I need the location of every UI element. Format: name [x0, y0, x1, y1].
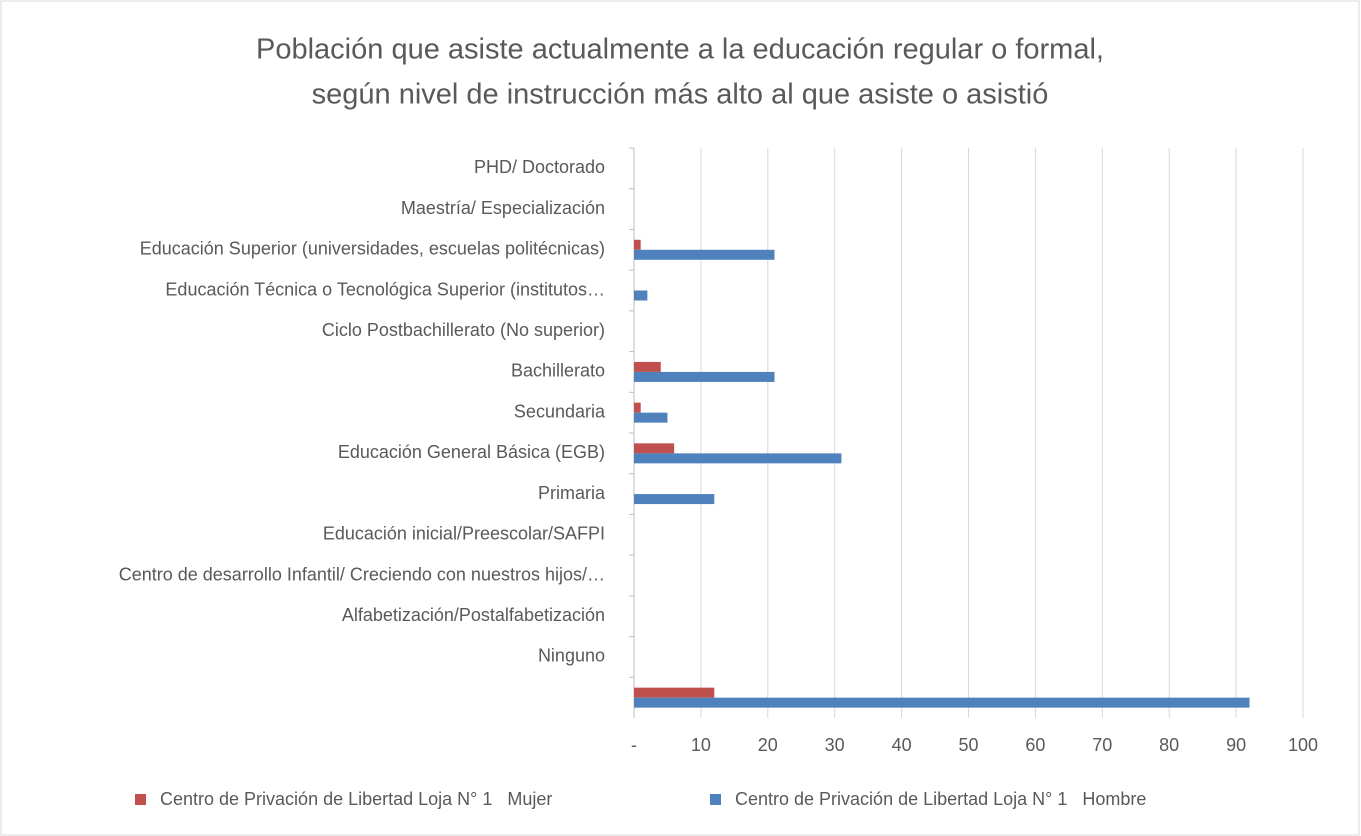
x-tick-label: 90 [1226, 735, 1246, 755]
bar [634, 494, 715, 505]
legend-label: Centro de Privación de Libertad Loja N° … [160, 789, 552, 809]
x-tick-label: 60 [1025, 735, 1045, 755]
bar [634, 290, 648, 301]
chart-title: Población que asiste actualmente a la ed… [256, 34, 1104, 66]
x-tick-label: 30 [825, 735, 845, 755]
y-tick-label: PHD/ Doctorado [474, 157, 605, 177]
x-tick-label: - [631, 735, 637, 755]
legend-swatch [710, 794, 721, 805]
bar [634, 443, 675, 454]
y-tick-label: Educación inicial/Preescolar/SAFPI [323, 524, 605, 544]
x-tick-label: 100 [1288, 735, 1318, 755]
y-tick-label: Alfabetización/Postalfabetización [342, 605, 605, 625]
y-tick-label: Educación Superior (universidades, escue… [140, 239, 605, 259]
legend-label: Centro de Privación de Libertad Loja N° … [735, 789, 1146, 809]
bar [634, 697, 1250, 708]
bar [634, 412, 668, 423]
y-tick-label: Ninguno [538, 646, 605, 666]
bar [634, 402, 641, 413]
x-tick-label: 70 [1092, 735, 1112, 755]
x-tick-label: 10 [691, 735, 711, 755]
y-tick-label: Centro de desarrollo Infantil/ Creciendo… [119, 564, 605, 584]
legend-swatch [135, 794, 146, 805]
chart-title: según nivel de instrucción más alto al q… [312, 79, 1049, 111]
bar [634, 249, 775, 260]
y-tick-label: Educación Técnica o Tecnológica Superior… [165, 279, 605, 299]
bar [634, 371, 775, 382]
y-tick-label: Maestría/ Especialización [401, 198, 605, 218]
y-tick-label: Educación General Básica (EGB) [338, 442, 605, 462]
x-tick-label: 50 [958, 735, 978, 755]
y-tick-label: Secundaria [514, 401, 606, 421]
y-tick-label: Bachillerato [511, 361, 605, 381]
bar [634, 687, 715, 698]
bar [634, 239, 641, 250]
x-tick-label: 40 [892, 735, 912, 755]
x-tick-label: 20 [758, 735, 778, 755]
bar [634, 453, 842, 464]
x-tick-label: 80 [1159, 735, 1179, 755]
bar [634, 361, 661, 372]
y-tick-label: Ciclo Postbachillerato (No superior) [322, 320, 605, 340]
y-tick-label: Primaria [538, 483, 606, 503]
